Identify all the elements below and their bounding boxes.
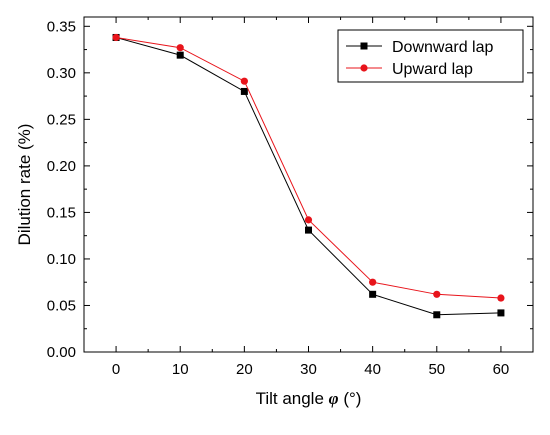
x-tick-label: 40 [364,361,381,378]
y-tick-label: 0.10 [47,251,76,268]
legend-box [337,29,524,83]
legend-label: Downward lap [392,39,493,56]
x-axis-title-symbol: φ [329,389,339,408]
legend-item: Downward lap [346,39,493,56]
data-point [433,290,441,298]
data-point [305,226,312,234]
y-tick-label: 0.30 [47,65,76,82]
data-point [433,311,441,319]
series-1 [112,33,505,302]
x-tick-label: 50 [428,361,445,378]
x-axis-title: Tilt angle φ (°) [256,389,362,408]
y-tick-label: 0.15 [47,204,76,221]
legend-item: Upward lap [346,61,473,78]
data-point [497,294,505,302]
y-tick-label: 0.35 [47,18,76,35]
data-point [240,77,248,85]
legend-label: Upward lap [392,61,473,78]
legend-marker [360,42,368,50]
y-axis-title: Dilution rate (%) [15,124,34,246]
x-tick-label: 10 [172,361,189,378]
data-point [240,87,248,95]
x-tick-label: 0 [112,361,120,378]
y-tick-label: 0.05 [47,297,76,314]
x-tick-label: 60 [493,361,510,378]
y-tick-label: 0.20 [47,158,76,175]
y-tick-label: 0.00 [47,344,76,361]
y-tick-label: 0.25 [47,111,76,128]
series-layer [112,33,505,319]
x-tick-label: 30 [300,361,317,378]
data-point [176,51,184,59]
y-axis-ticks: 0.00 0.05 0.10 0.15 0.20 0.25 0.30 0.35 [47,18,533,361]
x-axis-title-unit: (°) [339,389,362,408]
legend-marker [360,64,368,72]
x-axis-ticks: 0 10 20 30 40 50 60 [112,17,509,378]
data-point [369,290,377,298]
data-point [304,216,313,224]
data-point [497,309,505,317]
legend: Downward lap Upward lap [337,29,524,83]
x-axis-title-prefix: Tilt angle [256,389,329,408]
data-point [176,44,184,52]
x-tick-label: 20 [236,361,253,378]
data-point [369,278,377,286]
data-point [112,33,120,42]
